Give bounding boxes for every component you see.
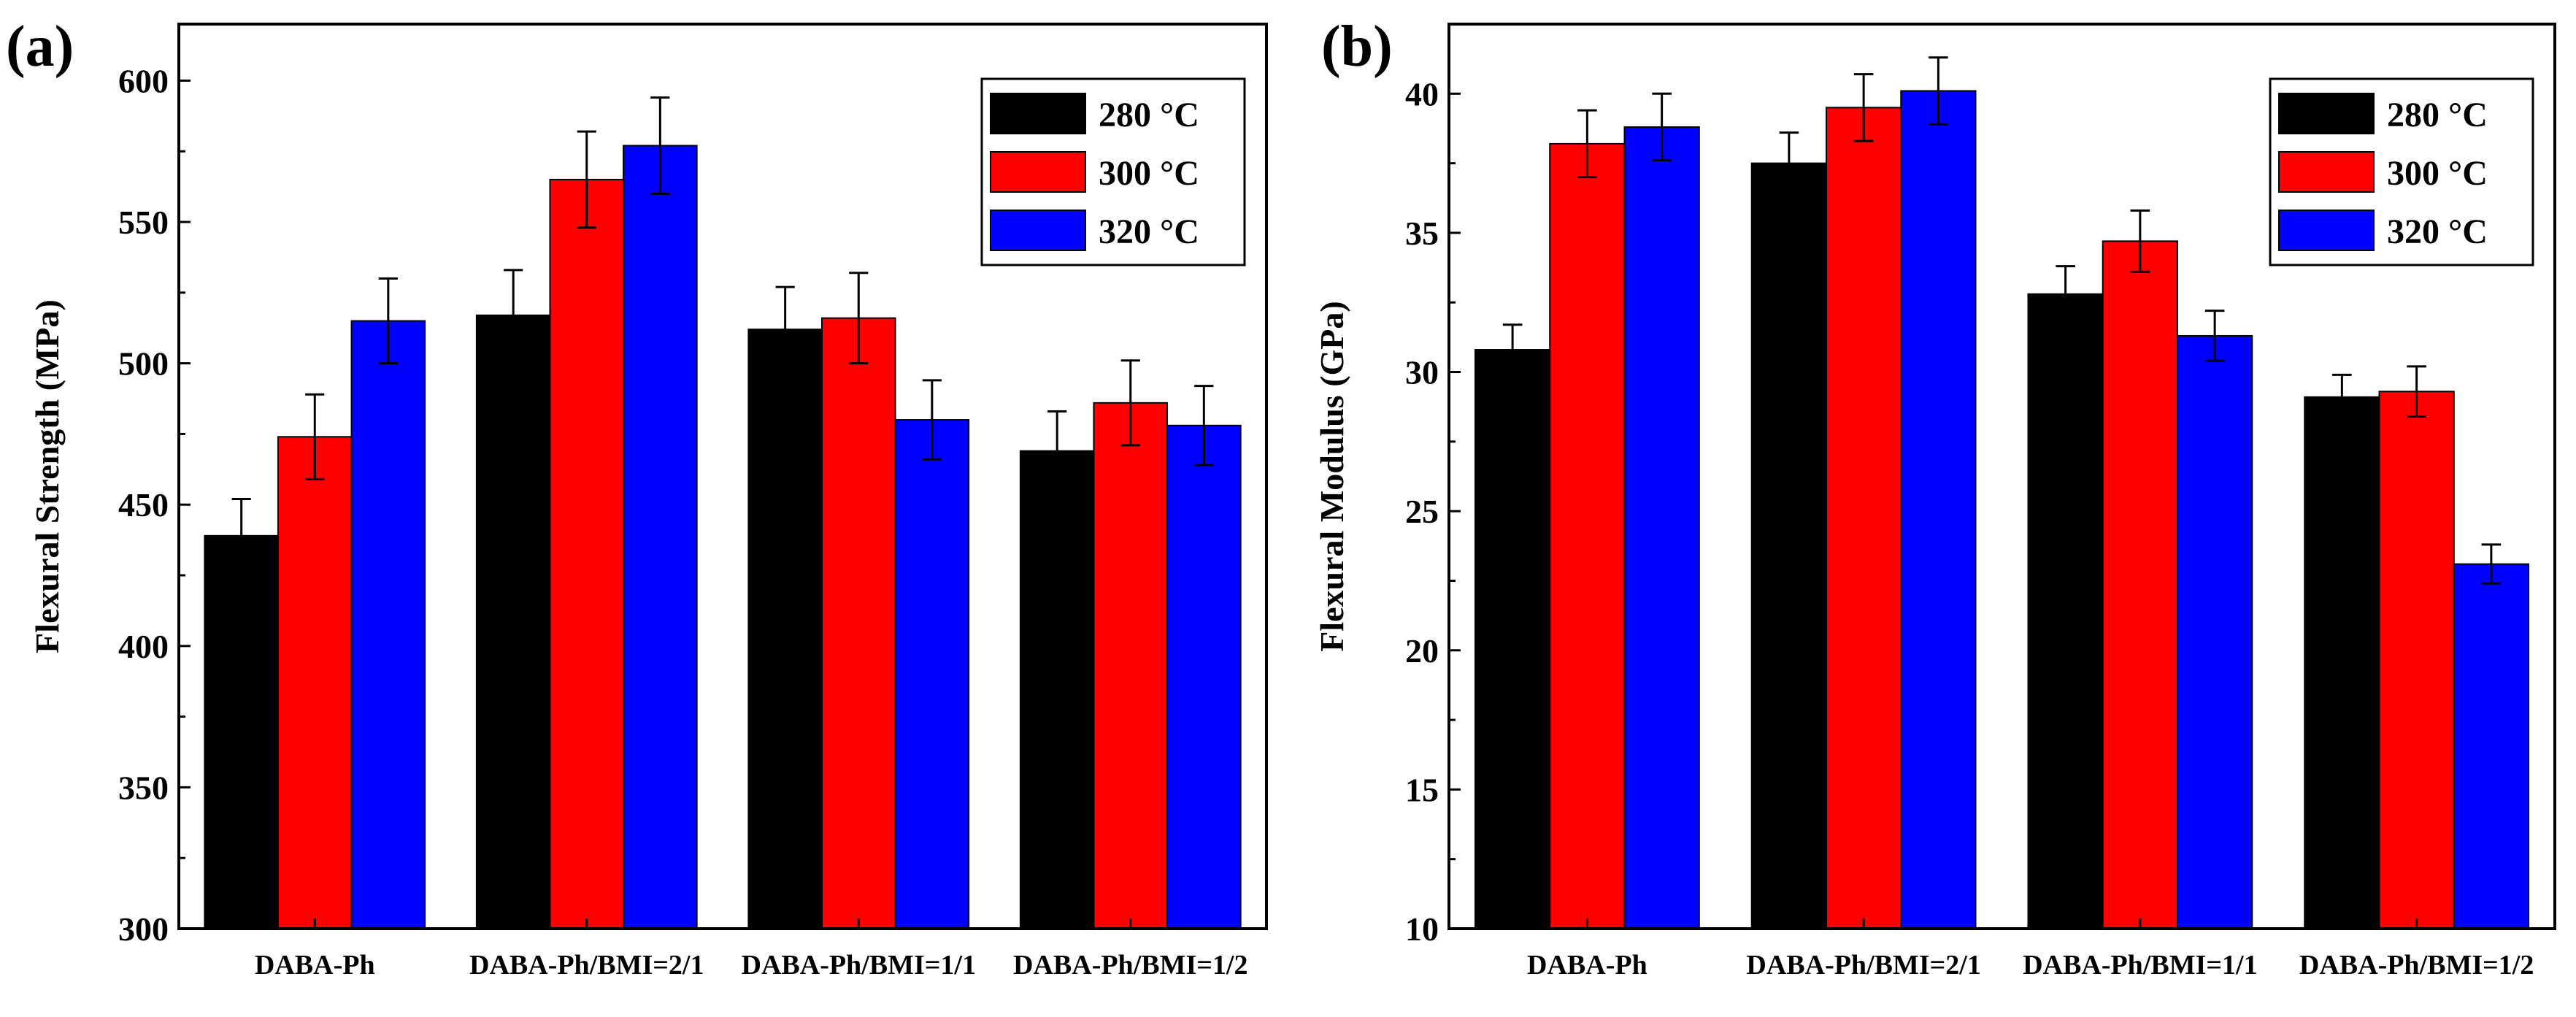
x-tick-label: DABA-Ph/BMI=2/1: [1746, 950, 1980, 980]
legend-label: 320 °C: [1099, 212, 1199, 251]
y-tick-label: 15: [1405, 771, 1439, 808]
bar: [1750, 162, 1827, 930]
bar: [2102, 240, 2179, 929]
legend-swatch: [2278, 93, 2375, 134]
y-tick-label: 450: [118, 486, 169, 523]
chart-panel-b: 10 15 20 25 30 35 40 DABA-Ph DABA-Ph/BMI=2/1 DABA…: [1313, 15, 2556, 980]
x-tick-label: DABA-Ph/BMI=1/1: [742, 950, 976, 980]
bar: [549, 178, 625, 929]
legend-swatch: [990, 151, 1086, 193]
y-tick-label: 500: [118, 345, 169, 383]
x-tick-label: DABA-Ph: [1527, 950, 1648, 980]
bar: [2177, 334, 2253, 929]
x-tick-label: DABA-Ph/BMI=1/2: [1013, 950, 1247, 980]
y-tick-label: 25: [1405, 493, 1439, 530]
legend: 280 °C 300 °C 320 °C: [980, 77, 1246, 266]
x-tick-label: DABA-Ph/BMI=1/2: [2299, 950, 2534, 980]
y-tick-label: 10: [1405, 910, 1439, 948]
y-tick-label: 35: [1405, 215, 1439, 252]
bar: [2453, 563, 2530, 929]
y-tick-label: 40: [1405, 75, 1439, 112]
bar: [475, 314, 551, 930]
bar: [350, 320, 426, 929]
x-tick-label: DABA-Ph: [255, 950, 375, 980]
y-axis-title: Flexural Strength (MPa): [28, 299, 66, 653]
plot-frame: [1447, 23, 2556, 930]
bar: [1019, 450, 1095, 929]
bar: [747, 329, 823, 930]
bar: [1623, 126, 1700, 929]
bar: [623, 145, 698, 930]
y-tick-label: 350: [118, 769, 169, 806]
panel-label: (b): [1321, 15, 1393, 79]
bar: [1825, 107, 1902, 929]
y-tick-label: 400: [118, 628, 169, 665]
bar: [1474, 349, 1551, 930]
bar: [1900, 90, 1977, 930]
y-tick-label: 30: [1405, 354, 1439, 391]
x-tick-label: DABA-Ph/BMI=1/1: [2023, 950, 2257, 980]
bar: [894, 419, 970, 929]
bar: [277, 436, 353, 929]
legend-label: 300 °C: [2387, 154, 2488, 193]
bar: [2378, 391, 2455, 929]
panel-label: (a): [6, 15, 74, 79]
y-tick-label: 600: [118, 62, 169, 99]
legend: 280 °C 300 °C 320 °C: [2269, 77, 2534, 266]
y-tick-label: 550: [118, 204, 169, 241]
bar: [1549, 142, 1626, 930]
legend-label: 280 °C: [2387, 96, 2488, 134]
y-tick-label: 300: [118, 910, 169, 948]
y-axis-title: Flexural Modulus (GPa): [1313, 301, 1350, 651]
x-tick-label: DABA-Ph/BMI=2/1: [469, 950, 704, 980]
bar: [1166, 424, 1242, 929]
bar: [204, 534, 279, 929]
plot-frame: [177, 23, 1268, 930]
chart-panel-a: 300 350 400 450 500 550 600 DABA-Ph DABA-Ph/BMI=…: [6, 15, 1268, 980]
legend-swatch: [2278, 210, 2375, 251]
bar: [2027, 293, 2104, 930]
bar: [2304, 396, 2380, 929]
legend-swatch: [990, 210, 1086, 251]
legend-label: 320 °C: [2387, 212, 2488, 251]
legend-swatch: [990, 93, 1086, 134]
bar: [1093, 402, 1169, 929]
bar: [820, 317, 896, 929]
legend-swatch: [2278, 151, 2375, 193]
legend-label: 300 °C: [1099, 154, 1199, 193]
legend-label: 280 °C: [1099, 96, 1199, 134]
y-tick-label: 20: [1405, 632, 1439, 669]
